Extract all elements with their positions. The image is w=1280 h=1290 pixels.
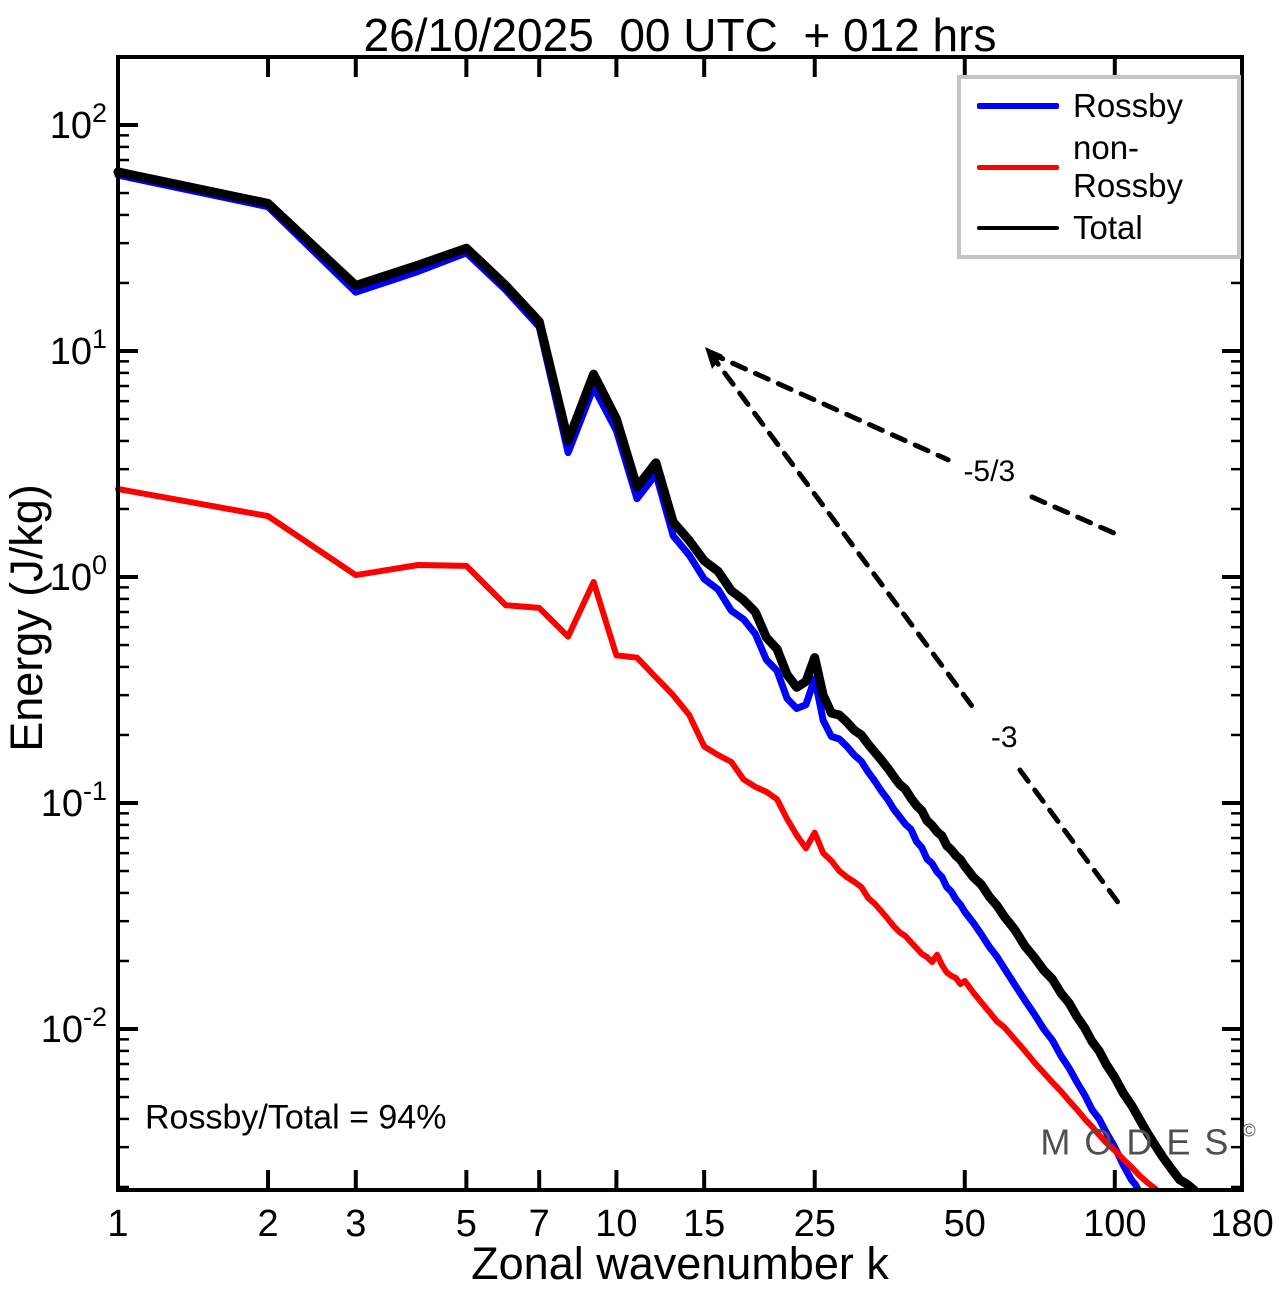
rossby-total-ratio-text: Rossby/Total = 94% xyxy=(145,1098,447,1137)
series-line-non-rossby xyxy=(115,486,1161,1190)
y-tick-label: 102 xyxy=(50,98,107,147)
reference-line-minus-five-thirds xyxy=(1029,494,1126,540)
modes-watermark-text: MODES xyxy=(1040,1121,1243,1163)
y-tick-label: 10-2 xyxy=(41,1002,107,1051)
legend-item-rossby: Rossby xyxy=(961,87,1237,125)
x-tick-label: 15 xyxy=(683,1203,725,1245)
legend-label-non-rossby: non-Rossby xyxy=(1073,129,1184,204)
plot-frame xyxy=(116,55,1244,1192)
y-tick-label: 101 xyxy=(50,324,107,373)
legend-item-non-rossby: non-Rossby xyxy=(961,129,1237,205)
reference-line-minus-three xyxy=(1017,767,1123,908)
slope-label: -3 xyxy=(991,721,1018,754)
series-line-rossby xyxy=(114,171,1143,1190)
reference-line-minus-five-thirds xyxy=(707,350,951,463)
x-tick-label: 5 xyxy=(456,1203,477,1245)
x-tick-label: 10 xyxy=(595,1203,637,1245)
y-tick-label: 100 xyxy=(50,550,107,599)
slope-label: -5/3 xyxy=(963,455,1015,488)
x-tick-label: 1 xyxy=(107,1203,128,1245)
legend: Rossby non-Rossby Total xyxy=(957,75,1241,259)
rossby-line-sample xyxy=(977,103,1059,109)
x-tick-label: 100 xyxy=(1083,1203,1146,1245)
y-axis-label: Energy (J/kg) xyxy=(1,484,52,752)
legend-label-rossby: Rossby xyxy=(1073,87,1184,124)
x-tick-label: 50 xyxy=(944,1203,986,1245)
x-tick-label: 25 xyxy=(794,1203,836,1245)
x-tick-label: 3 xyxy=(345,1203,366,1245)
total-line-sample xyxy=(977,226,1059,230)
copyright-icon: © xyxy=(1242,1120,1256,1141)
x-axis-label: Zonal wavenumber k xyxy=(471,1238,889,1289)
x-tick-label: 7 xyxy=(529,1203,550,1245)
legend-label-total: Total xyxy=(1073,209,1143,246)
non-rossby-line-sample xyxy=(977,164,1059,170)
reference-line-minus-three xyxy=(707,350,978,713)
chart-title: 26/10/2025 00 UTC + 012 hrs xyxy=(363,9,997,61)
arrowhead-icon xyxy=(705,347,723,369)
legend-item-total: Total xyxy=(961,209,1237,247)
y-tick-label: 10-1 xyxy=(41,776,107,825)
modes-watermark: MODES© xyxy=(1040,1121,1255,1164)
series-line-total xyxy=(113,167,1200,1190)
x-tick-label: 2 xyxy=(257,1203,278,1245)
x-tick-label: 180 xyxy=(1210,1203,1273,1245)
